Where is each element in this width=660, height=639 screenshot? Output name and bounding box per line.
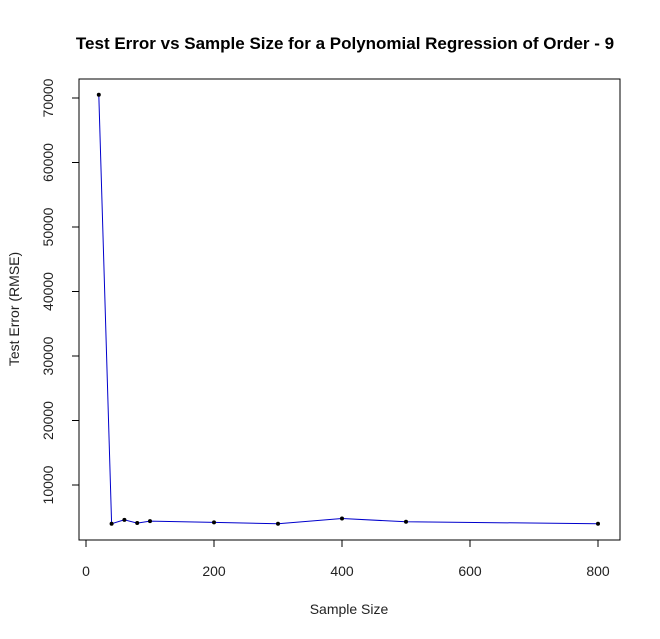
y-tick-label: 10000 xyxy=(40,465,56,504)
y-axis-label: Test Error (RMSE) xyxy=(6,252,22,366)
data-point xyxy=(276,521,280,526)
chart-title: Test Error vs Sample Size for a Polynomi… xyxy=(76,34,614,53)
data-point xyxy=(109,521,114,526)
data-point xyxy=(96,92,101,97)
y-tick-label: 40000 xyxy=(40,272,56,311)
x-tick-label: 200 xyxy=(202,563,226,579)
y-tick-label: 50000 xyxy=(40,207,56,246)
x-tick-label: 0 xyxy=(82,563,90,579)
data-point xyxy=(122,517,127,522)
x-tick-label: 400 xyxy=(330,563,354,579)
y-tick-label: 20000 xyxy=(40,401,56,440)
x-axis: 0 200 400 600 800 xyxy=(82,539,610,579)
series-line xyxy=(98,94,599,525)
series-layer xyxy=(96,92,600,526)
data-point xyxy=(404,519,408,524)
x-tick-label: 600 xyxy=(458,563,482,579)
data-point xyxy=(212,520,216,525)
x-axis-label: Sample Size xyxy=(310,601,389,617)
data-point xyxy=(340,516,344,521)
y-tick-label: 70000 xyxy=(40,78,56,117)
x-tick-label: 800 xyxy=(586,563,610,579)
y-tick-label: 60000 xyxy=(40,143,56,182)
data-point xyxy=(135,521,140,526)
y-axis: 10000 20000 30000 40000 50000 60000 70000 xyxy=(40,78,80,504)
y-tick-label: 30000 xyxy=(40,336,56,375)
data-point xyxy=(148,519,152,524)
plot-frame xyxy=(78,78,621,541)
data-point xyxy=(596,521,600,526)
